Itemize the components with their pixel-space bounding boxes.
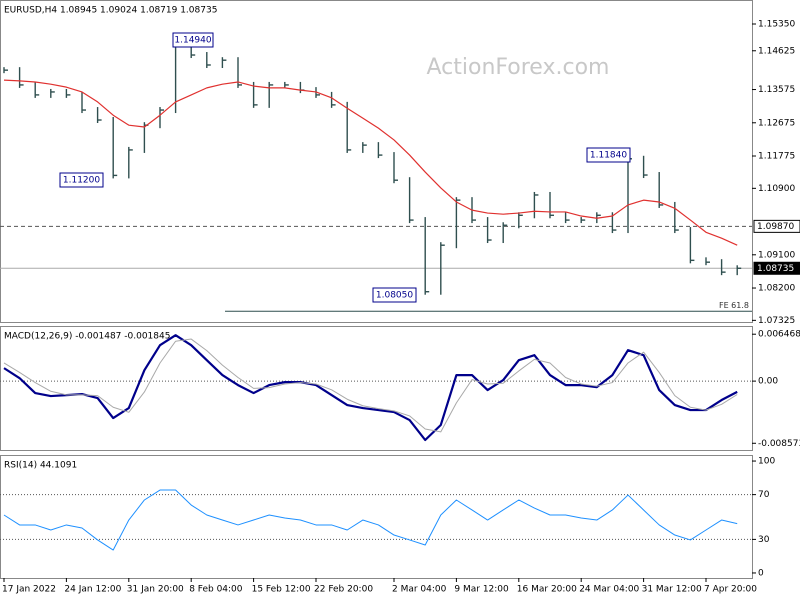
pane-title: RSI(14) 44.1091 xyxy=(4,461,77,471)
annotation: 1.14940 xyxy=(174,36,211,46)
annotation-box xyxy=(172,32,214,48)
x-tick-label: 31 Mar 12:00 xyxy=(642,585,702,595)
pane xyxy=(0,326,753,451)
y-tick-label: 0.00 xyxy=(758,377,778,387)
annotation: 1.08050 xyxy=(376,291,413,301)
annotation: 1.11840 xyxy=(590,151,627,161)
x-tick-label: 16 Mar 20:00 xyxy=(517,585,577,595)
level-label-box xyxy=(753,261,800,275)
y-tick-label: 1.12675 xyxy=(758,118,795,128)
x-tick-label: 24 Jan 12:00 xyxy=(64,585,121,595)
pane-title: EURUSD,H4 1.08945 1.09024 1.08719 1.0873… xyxy=(4,6,217,16)
series-line xyxy=(3,79,738,246)
x-tick-label: 9 Mar 12:00 xyxy=(454,585,509,595)
y-tick-label: 0.006468 xyxy=(758,330,800,340)
y-tick-label: 1.11775 xyxy=(758,152,795,162)
y-tick-label: 1.13575 xyxy=(758,85,795,95)
annotation-box xyxy=(586,147,631,163)
pane xyxy=(0,455,753,579)
y-tick-label: 1.07325 xyxy=(758,316,795,326)
y-tick-label: 1.15350 xyxy=(758,20,795,30)
y-tick-label: 1.14625 xyxy=(758,46,795,56)
y-tick-label: 70 xyxy=(758,490,770,500)
watermark: ActionForex.com xyxy=(427,55,610,80)
series-line xyxy=(3,338,738,433)
level-label: 1.09870 xyxy=(757,222,794,232)
y-tick-label: 100 xyxy=(758,457,775,467)
fe-label: FE 61.8 xyxy=(719,301,749,310)
x-tick-label: 15 Feb 12:00 xyxy=(252,585,311,595)
x-tick-label: 8 Feb 04:00 xyxy=(189,585,243,595)
series-line xyxy=(3,334,738,442)
annotation-box xyxy=(59,172,104,188)
level-label: 1.08735 xyxy=(757,264,794,274)
annotation: 1.11200 xyxy=(63,176,100,186)
series-line xyxy=(3,489,738,551)
x-tick-label: 31 Jan 20:00 xyxy=(127,585,184,595)
level-label-box xyxy=(753,219,800,233)
y-tick-label: 1.08200 xyxy=(758,284,795,294)
x-tick-label: 7 Apr 20:00 xyxy=(704,585,757,595)
x-tick-label: 17 Jan 2022 xyxy=(2,585,56,595)
y-tick-label: 1.10900 xyxy=(758,184,795,194)
x-tick-label: 22 Feb 20:00 xyxy=(314,585,373,595)
x-tick-label: 24 Mar 04:00 xyxy=(579,585,639,595)
pane-title: MACD(12,26,9) -0.001487 -0.001845 xyxy=(4,332,170,342)
annotation-box xyxy=(372,287,417,303)
y-tick-label: 30 xyxy=(758,535,770,545)
y-tick-label: 0 xyxy=(758,568,764,578)
y-tick-label: -0.008573 xyxy=(758,439,800,449)
y-tick-label: 1.09100 xyxy=(758,250,795,260)
x-tick-label: 2 Mar 04:00 xyxy=(392,585,447,595)
